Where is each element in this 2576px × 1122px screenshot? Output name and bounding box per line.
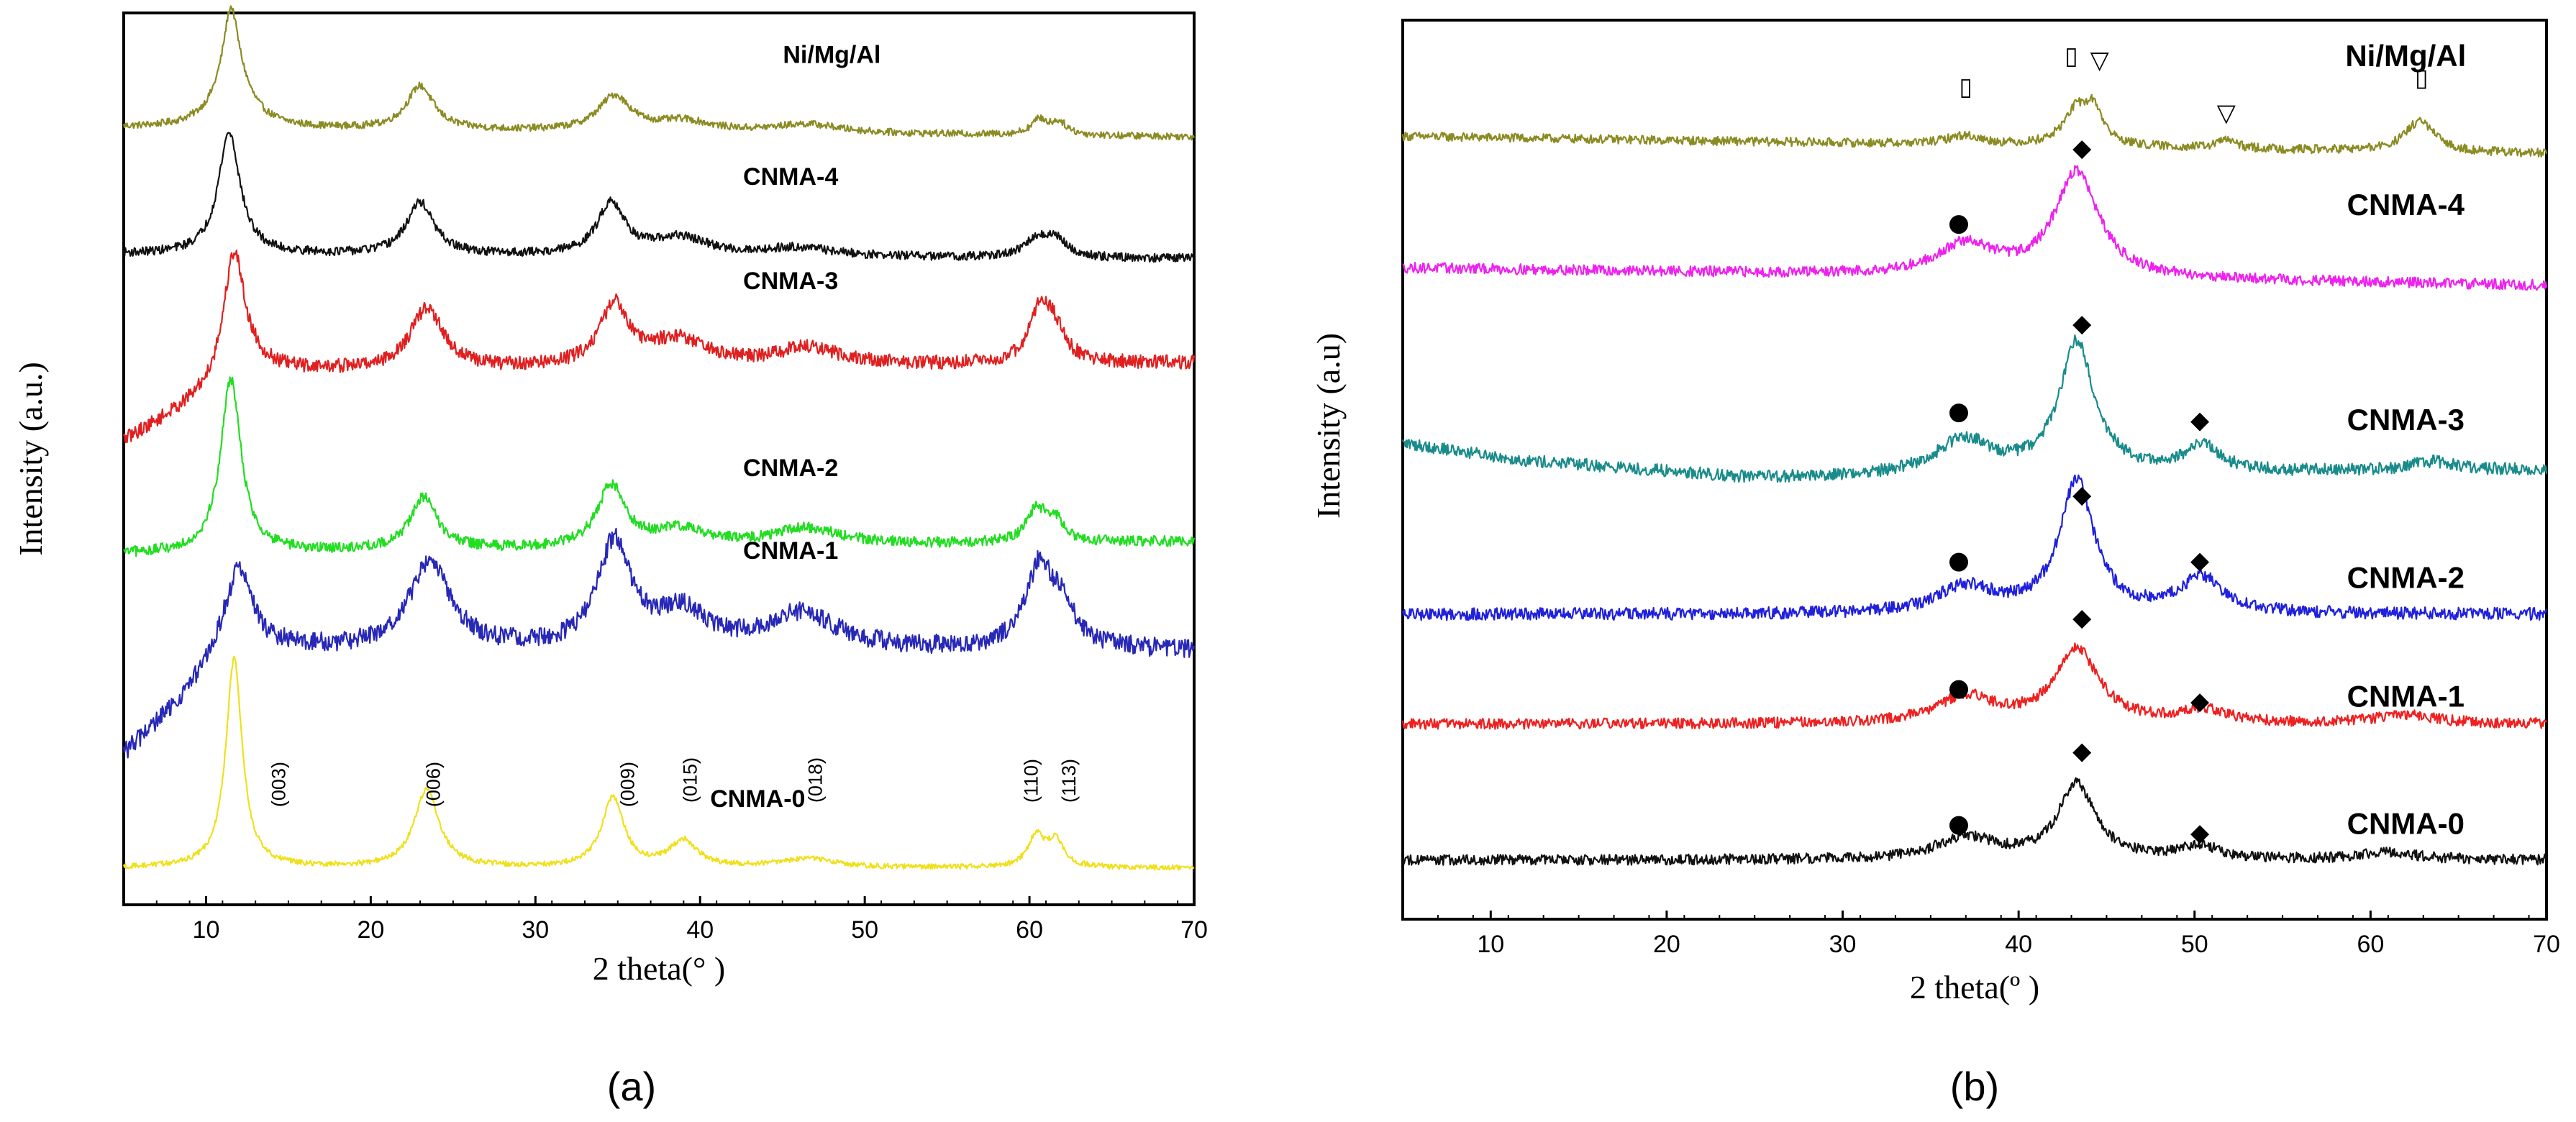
panel-a-x-tick-label: 60: [1016, 916, 1043, 944]
panel-a-series-label: CNMA-1: [743, 537, 838, 565]
miller-index-label: (018): [805, 757, 827, 803]
panel-b-series-ni-mg-al: [1401, 94, 2548, 158]
panel-a-series-label: Ni/Mg/Al: [783, 41, 880, 68]
phase-marker: ▽: [2217, 99, 2236, 127]
panel-a-x-tick-label: 40: [686, 916, 714, 944]
panel-b-series-label: CNMA-2: [2347, 561, 2465, 595]
panel-b-series-cnma-2: [1401, 474, 2548, 621]
panel-b-series-label: Ni/Mg/Al: [2345, 39, 2466, 73]
panel-b-x-tick-label: 20: [1653, 931, 1680, 958]
panel-b-curves: [1401, 94, 2548, 866]
panel-a-series-cnma-1: [122, 527, 1196, 759]
phase-marker: ◆: [2072, 309, 2092, 338]
miller-index-label: (006): [423, 762, 445, 807]
panel-a-series-label: CNMA-0: [710, 785, 805, 813]
panel-b-x-tick-label: 70: [2533, 931, 2560, 958]
panel-a-series-labels: Ni/Mg/Al CNMA-4 CNMA-3 CNMA-2 CNMA-1 CNMA-0: [710, 41, 880, 813]
panel-a-series-ni-mg-al: [122, 5, 1196, 141]
phase-marker: ●: [1948, 397, 1970, 426]
phase-marker: ◆: [2190, 818, 2210, 847]
panel-b: 10 20 30 40 50 60 70 Ni/Mg/Al CNMA-4 CNMA-3 CNMA-…: [1310, 19, 2560, 1109]
miller-index-label: (110): [1021, 759, 1042, 803]
panel-b-series-cnma-0: [1401, 777, 2547, 866]
phase-marker: ◆: [2072, 134, 2092, 163]
miller-index-label: (113): [1058, 759, 1080, 803]
panel-b-x-tick-label: 10: [1477, 931, 1504, 958]
phase-marker: ◆: [2072, 480, 2092, 509]
panel-a-ticks: 10 20 30 40 50 60 70: [123, 896, 1208, 944]
panel-b-label: (b): [1950, 1064, 1999, 1109]
panel-b-series-labels: Ni/Mg/Al CNMA-4 CNMA-3 CNMA-2 CNMA-1 CNMA-0: [2345, 39, 2466, 841]
phase-marker: ●: [1948, 810, 1970, 839]
phase-marker: ●: [1948, 547, 1970, 575]
miller-index-label: (009): [617, 762, 639, 807]
panel-a: 10 20 30 40 50 60 70 Ni/Mg/Al CNMA-4 CNMA-3 CNMA-…: [12, 5, 1208, 1109]
panel-a-series-cnma-3: [123, 250, 1196, 444]
panel-b-x-tick-label: 30: [1829, 931, 1857, 958]
panel-b-series-cnma-4: [1402, 165, 2548, 291]
panel-a-label: (a): [607, 1064, 656, 1109]
panel-a-x-tick-label: 70: [1180, 916, 1208, 944]
phase-marker: ●: [1948, 209, 1970, 237]
panel-b-series-label: CNMA-4: [2347, 188, 2465, 222]
panel-a-curves: [122, 5, 1196, 871]
panel-a-x-tick-label: 30: [522, 916, 549, 944]
panel-b-series-label: CNMA-1: [2347, 679, 2465, 713]
phase-marker: ▯: [2415, 64, 2429, 93]
miller-index-label: (015): [680, 757, 701, 803]
phase-marker: ◆: [2072, 603, 2092, 632]
phase-marker: ●: [1948, 674, 1970, 703]
panel-b-phase-markers: ▯ ▯ ▽ ▽ ▯ ◆ ● ◆ ● ◆ ◆ ● ◆ ◆ ● ◆ ◆ ● ◆: [1948, 42, 2429, 847]
panel-b-x-tick-label: 40: [2005, 931, 2032, 958]
phase-marker: ▯: [2065, 42, 2078, 70]
panel-a-x-tick-label: 10: [193, 916, 220, 944]
panel-b-series-cnma-1: [1401, 642, 2547, 730]
panel-a-x-axis-label: 2 theta(° ): [593, 950, 725, 987]
panel-b-series-label: CNMA-3: [2347, 403, 2465, 437]
panel-a-annotations: (003) (006) (009) (015) (018) (110) (113): [268, 757, 1080, 807]
panel-a-series-cnma-4: [122, 132, 1196, 263]
panel-b-ticks: 10 20 30 40 50 60 70: [1402, 911, 2560, 958]
panel-a-x-tick-label: 50: [851, 916, 878, 944]
panel-a-series-label: CNMA-3: [743, 268, 838, 295]
panel-a-plot-frame: [122, 12, 1196, 906]
panel-b-x-tick-label: 60: [2357, 931, 2384, 958]
panel-a-series-cnma-0: [122, 655, 1195, 871]
panel-a-series-label: CNMA-4: [743, 163, 838, 191]
panel-a-x-tick-label: 20: [357, 916, 384, 944]
panel-a-series-label: CNMA-2: [743, 455, 838, 482]
panel-b-y-axis-label: Intensity (a.u): [1310, 333, 1347, 519]
phase-marker: ▯: [1959, 73, 1972, 101]
phase-marker: ◆: [2072, 736, 2092, 765]
phase-marker: ◆: [2190, 406, 2210, 434]
panel-b-series-label: CNMA-0: [2347, 806, 2465, 840]
panel-a-series-cnma-2: [123, 376, 1196, 557]
panel-b-x-tick-label: 50: [2181, 931, 2208, 958]
phase-marker: ◆: [2190, 687, 2210, 716]
panel-a-y-axis-label: Intensity (a.u.): [12, 362, 49, 556]
phase-marker: ◆: [2190, 547, 2210, 575]
phase-marker: ▽: [2090, 46, 2110, 75]
miller-index-label: (003): [268, 762, 289, 807]
panel-b-series-cnma-3: [1401, 334, 2548, 483]
panel-b-x-axis-label: 2 theta(º ): [1910, 969, 2039, 1005]
